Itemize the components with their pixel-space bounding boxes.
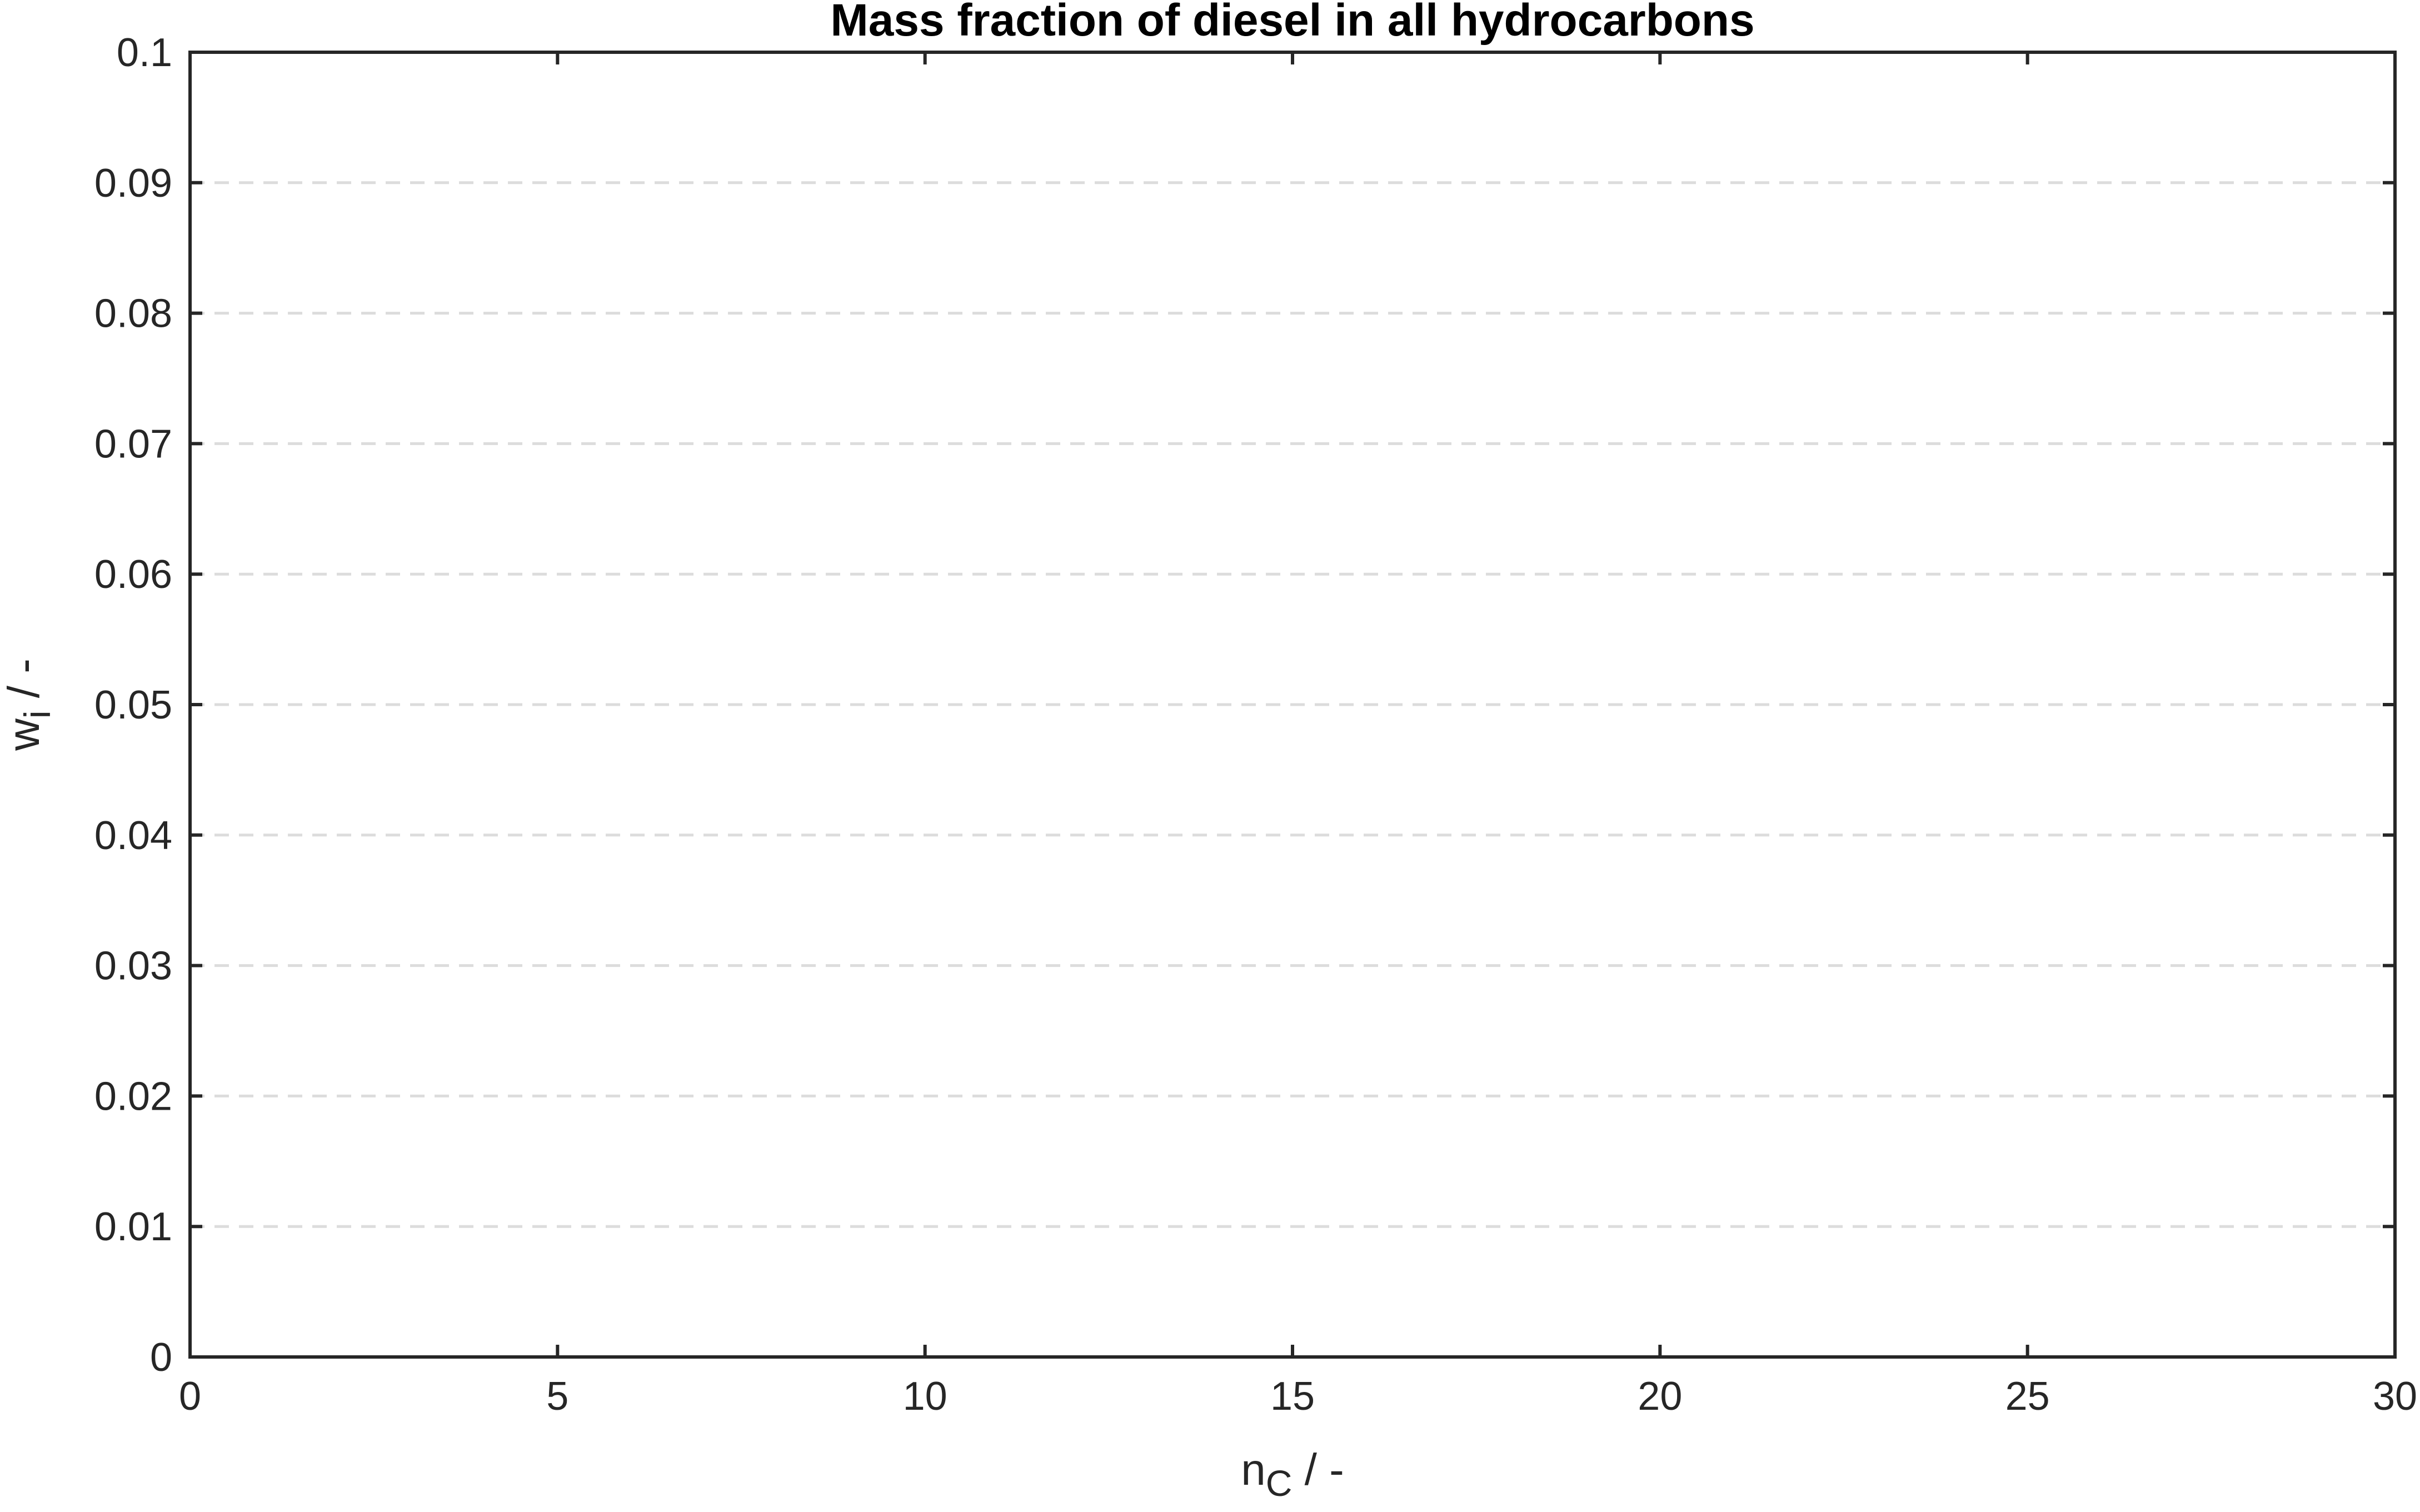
y-tick-label: 0.09 bbox=[94, 161, 172, 206]
x-tick-label: 30 bbox=[2373, 1374, 2417, 1419]
y-axis-label-main: w bbox=[0, 718, 48, 751]
x-axis-label-rest: / - bbox=[1292, 1445, 1344, 1494]
x-tick-label: 15 bbox=[1270, 1374, 1315, 1419]
y-tick-label: 0.04 bbox=[94, 814, 172, 858]
y-axis-label: wi / - bbox=[0, 658, 58, 751]
ticks bbox=[188, 51, 2397, 1359]
y-tick-label: 0.01 bbox=[94, 1205, 172, 1249]
x-axis-label-main: n bbox=[1241, 1445, 1266, 1494]
x-tick-label: 25 bbox=[2005, 1374, 2050, 1419]
chart-title: Mass fraction of diesel in all hydrocarb… bbox=[830, 0, 1754, 46]
x-axis-label-sub: C bbox=[1266, 1463, 1293, 1504]
y-tick-label: 0.06 bbox=[94, 552, 172, 597]
x-tick-label: 0 bbox=[179, 1374, 201, 1419]
y-axis-label-rest: / - bbox=[0, 658, 48, 710]
y-tick-label: 0.07 bbox=[94, 422, 172, 466]
y-tick-label: 0.08 bbox=[94, 292, 172, 336]
y-tick-label: 0.02 bbox=[94, 1074, 172, 1119]
x-tick-label: 20 bbox=[1638, 1374, 1682, 1419]
x-tick-label: 5 bbox=[546, 1374, 568, 1419]
y-axis-label-sub: i bbox=[17, 710, 58, 718]
y-tick-label: 0.05 bbox=[94, 683, 172, 727]
y-tick-label: 0 bbox=[150, 1335, 172, 1380]
x-axis-label: nC / - bbox=[1241, 1445, 1344, 1504]
x-tick-label: 10 bbox=[903, 1374, 947, 1419]
y-tick-label: 0.03 bbox=[94, 944, 172, 989]
grid-lines bbox=[190, 181, 2395, 1228]
y-tick-label: 0.1 bbox=[117, 31, 172, 75]
tick-labels: 0 0.01 0.02 0.03 0.04 0.05 0.06 0.07 0.08 0.09 0.1… bbox=[94, 31, 2417, 1419]
